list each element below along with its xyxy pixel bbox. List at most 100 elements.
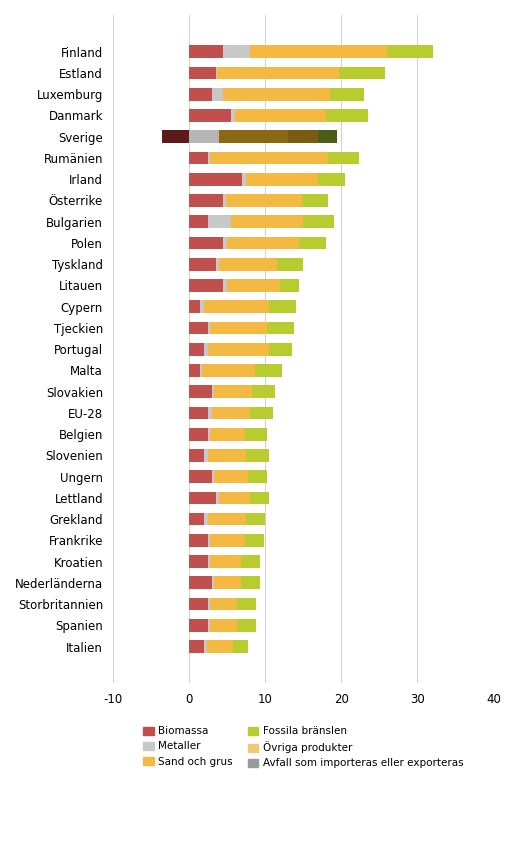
Bar: [302, 194, 328, 206]
Bar: [189, 534, 208, 547]
Bar: [223, 237, 227, 250]
Bar: [330, 88, 364, 101]
Bar: [208, 407, 212, 420]
Bar: [212, 407, 250, 420]
Bar: [246, 173, 318, 185]
Bar: [208, 534, 211, 547]
Bar: [208, 619, 211, 632]
Bar: [212, 88, 223, 101]
Bar: [216, 492, 219, 504]
Bar: [219, 130, 288, 143]
Bar: [189, 364, 200, 376]
Bar: [214, 385, 252, 398]
Bar: [269, 343, 292, 355]
Bar: [227, 279, 280, 292]
Bar: [189, 46, 223, 58]
Bar: [237, 598, 256, 611]
Bar: [204, 343, 208, 355]
Bar: [233, 640, 248, 653]
Bar: [208, 555, 211, 568]
Bar: [216, 67, 217, 80]
Bar: [277, 258, 303, 271]
Bar: [339, 67, 384, 80]
Bar: [245, 534, 264, 547]
Bar: [208, 428, 211, 441]
Bar: [245, 428, 267, 441]
Bar: [231, 109, 235, 122]
Bar: [241, 555, 260, 568]
Bar: [243, 173, 246, 185]
Bar: [248, 470, 267, 483]
Bar: [227, 237, 299, 250]
Bar: [211, 151, 328, 164]
Bar: [189, 470, 212, 483]
Bar: [189, 151, 208, 164]
Bar: [189, 216, 208, 228]
Bar: [214, 576, 241, 589]
Bar: [288, 130, 318, 143]
Bar: [189, 492, 216, 504]
Bar: [299, 237, 326, 250]
Bar: [255, 364, 282, 376]
Bar: [204, 449, 208, 462]
Bar: [189, 67, 216, 80]
Bar: [189, 428, 208, 441]
Bar: [241, 576, 260, 589]
Bar: [208, 216, 231, 228]
Bar: [223, 279, 227, 292]
Bar: [208, 343, 269, 355]
Bar: [235, 109, 326, 122]
Bar: [223, 194, 225, 206]
Bar: [189, 385, 212, 398]
Bar: [208, 151, 211, 164]
Bar: [204, 513, 208, 525]
Bar: [211, 555, 241, 568]
Bar: [326, 109, 368, 122]
Bar: [189, 173, 243, 185]
Bar: [189, 88, 212, 101]
Bar: [189, 279, 223, 292]
Bar: [189, 300, 200, 313]
Bar: [231, 216, 303, 228]
Bar: [252, 385, 275, 398]
Bar: [211, 619, 237, 632]
Bar: [189, 555, 208, 568]
Bar: [204, 300, 269, 313]
Bar: [189, 237, 223, 250]
Bar: [237, 619, 256, 632]
Bar: [189, 513, 204, 525]
Bar: [250, 407, 273, 420]
Bar: [280, 279, 299, 292]
Bar: [212, 385, 214, 398]
Bar: [208, 598, 211, 611]
Bar: [189, 321, 208, 334]
Bar: [189, 407, 208, 420]
Bar: [189, 194, 223, 206]
Bar: [189, 576, 212, 589]
Bar: [211, 428, 245, 441]
Bar: [219, 492, 250, 504]
Bar: [214, 470, 248, 483]
Bar: [211, 598, 237, 611]
Bar: [303, 216, 334, 228]
Bar: [189, 109, 231, 122]
Bar: [189, 130, 219, 143]
Bar: [189, 343, 204, 355]
Bar: [211, 534, 245, 547]
Bar: [267, 321, 294, 334]
Bar: [212, 576, 214, 589]
Bar: [208, 449, 246, 462]
Bar: [246, 513, 265, 525]
Bar: [250, 492, 269, 504]
Bar: [200, 364, 202, 376]
Bar: [269, 300, 296, 313]
Bar: [318, 173, 345, 185]
Bar: [223, 46, 250, 58]
Bar: [202, 364, 255, 376]
Bar: [219, 258, 277, 271]
Bar: [189, 640, 204, 653]
Bar: [211, 321, 267, 334]
Bar: [163, 130, 189, 143]
Bar: [189, 598, 208, 611]
Bar: [328, 151, 359, 164]
